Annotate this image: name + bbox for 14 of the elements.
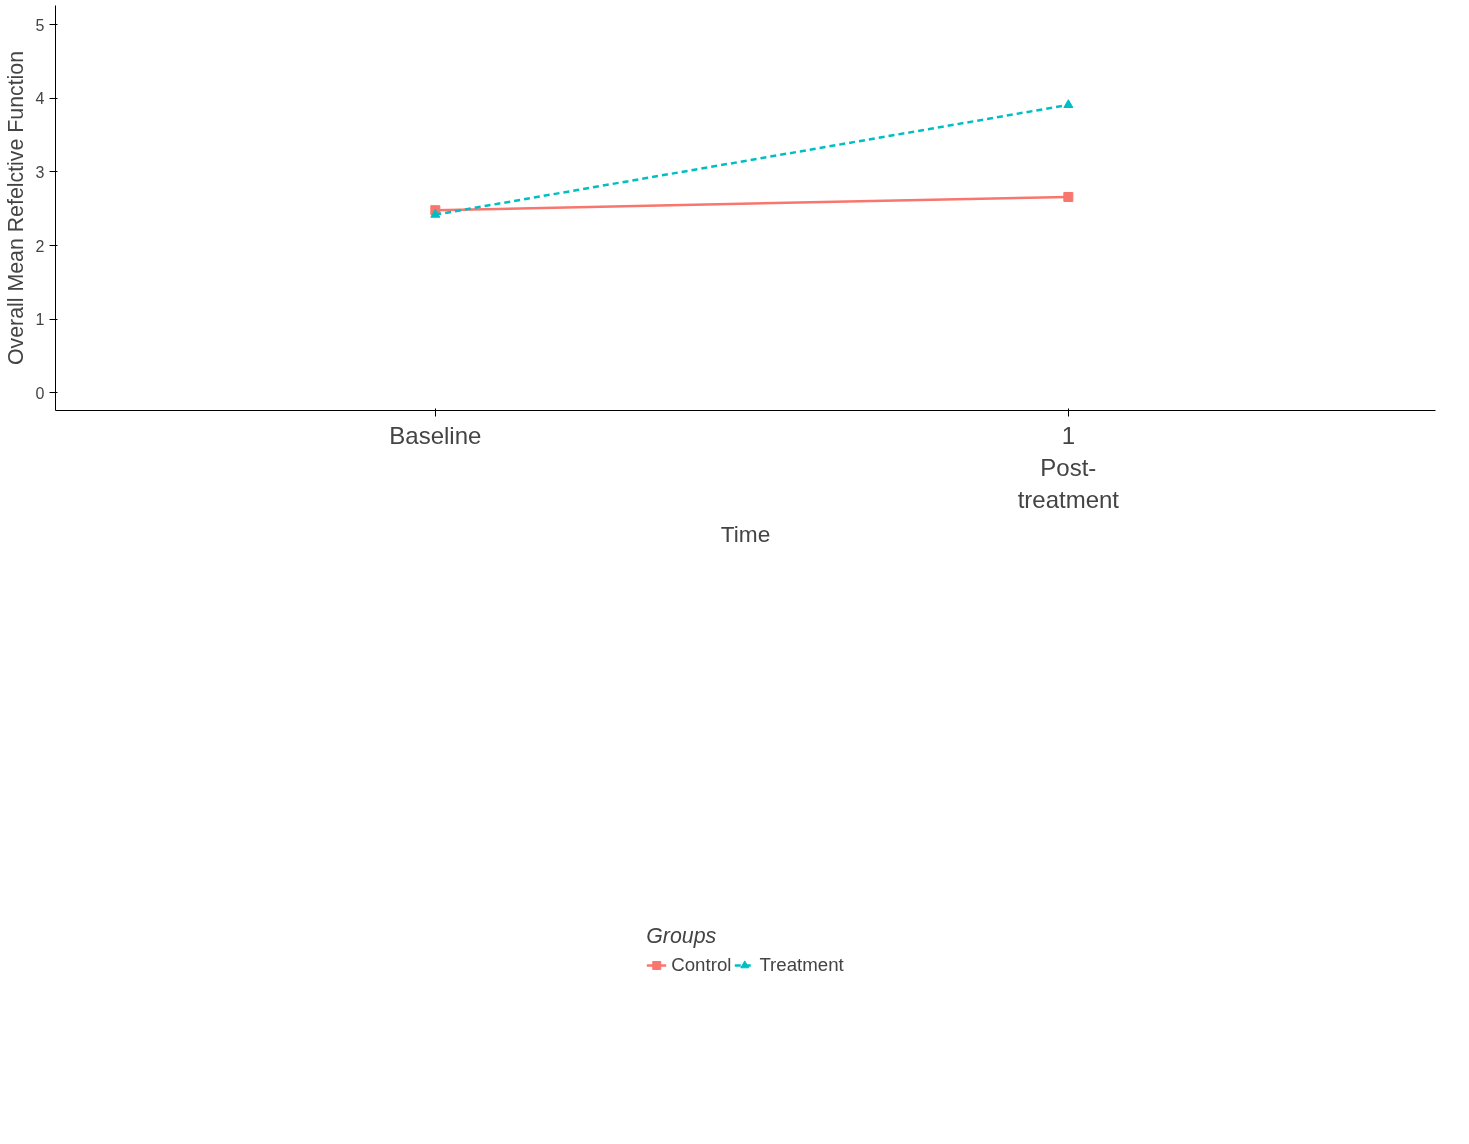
y-tick-label: 0	[35, 384, 45, 402]
x-tick-label: Baseline	[389, 421, 482, 449]
y-tick-label: 4	[35, 90, 45, 108]
legend-label: Control	[671, 953, 732, 976]
y-axis-title: Overall Mean Refelctive Function	[3, 50, 28, 366]
y-tick-label: 2	[35, 237, 45, 255]
y-tick-label: 1	[35, 311, 45, 329]
y-tick-label: 3	[35, 163, 45, 181]
point	[1063, 191, 1074, 202]
x-axis-title: Time	[720, 521, 771, 548]
y-tick-label: 5	[35, 16, 45, 34]
x-tick-label: 1 Post- treatment	[1017, 421, 1120, 514]
legend-title: Groups	[646, 923, 718, 949]
legend-label: Treatment	[759, 953, 844, 976]
